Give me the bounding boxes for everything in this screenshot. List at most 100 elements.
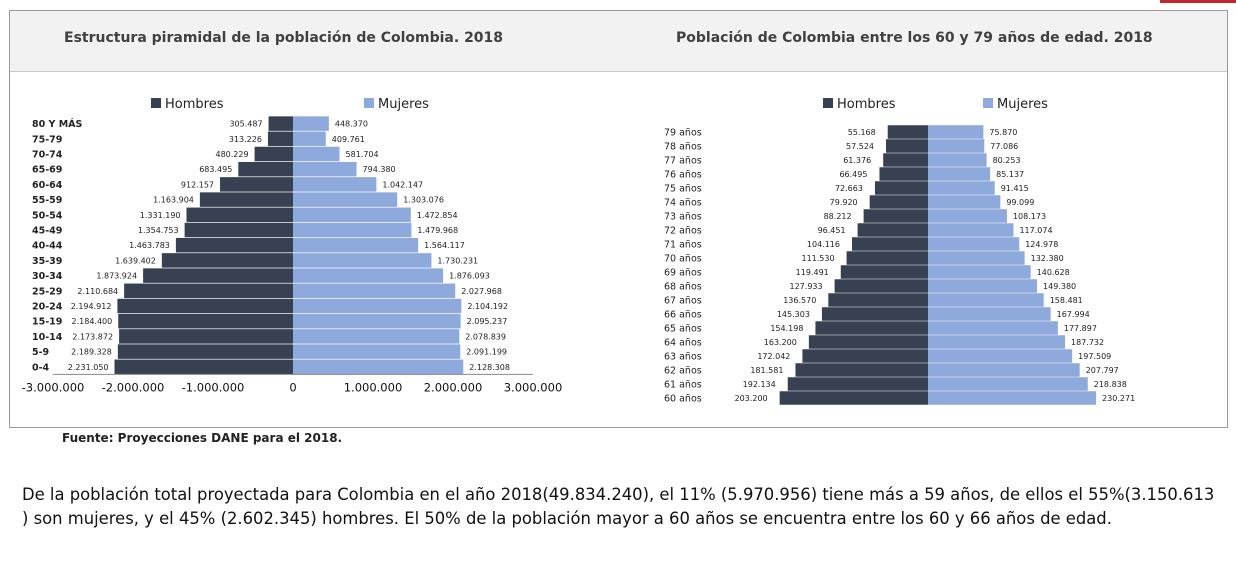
bar-hombres [802,349,928,363]
bar-mujeres [293,222,412,238]
data-label-mujeres: 117.074 [1019,226,1052,235]
data-label-hombres: 2.173.872 [72,332,113,341]
bar-hombres [883,153,928,167]
category-label: 77 años [664,156,702,167]
bar-mujeres [293,192,398,207]
x-tick-label: 3.000.000 [504,380,563,394]
data-label-mujeres: 167.994 [1057,310,1090,319]
bar-mujeres [928,279,1038,293]
bar-mujeres [928,377,1088,391]
data-label-mujeres: 207.797 [1086,366,1119,375]
bar-hombres [114,359,294,375]
data-label-mujeres: 124.978 [1025,240,1058,249]
data-label-hombres: 1.331.190 [140,211,181,220]
data-label-hombres: 1.163.904 [153,196,194,205]
bar-mujeres [928,349,1073,363]
category-label: 30-34 [32,271,63,282]
data-label-hombres: 66.495 [839,170,867,179]
bar-hombres [887,125,928,139]
data-label-hombres: 145.303 [777,310,810,319]
data-label-mujeres: 1.479.968 [417,226,458,235]
category-label: 65-69 [32,165,62,176]
bar-hombres [879,167,928,181]
data-label-mujeres: 2.027.968 [461,287,502,296]
x-tick-label: 2.000.000 [424,380,483,394]
legend-swatch-mujeres [983,98,993,108]
x-tick-label: 1.000.000 [344,380,403,394]
bar-mujeres [293,313,461,329]
data-label-hombres: 2.110.684 [77,287,118,296]
data-label-hombres: 111.530 [801,254,834,263]
data-label-hombres: 1.639.402 [115,256,156,265]
data-label-mujeres: 2.078.839 [465,332,506,341]
bar-mujeres [928,293,1044,307]
category-label: 35-39 [32,256,62,267]
category-label: 50-54 [32,210,63,221]
data-label-hombres: 127.933 [790,282,823,291]
bar-hombres [268,116,293,131]
data-label-mujeres: 2.128.308 [469,363,510,372]
category-label: 62 años [664,366,702,377]
data-label-hombres: 1.354.753 [138,226,179,235]
bar-mujeres [928,209,1007,223]
bar-mujeres [928,139,985,153]
bar-mujeres [928,265,1031,279]
bar-mujeres [293,116,329,131]
category-label: 69 años [664,268,702,279]
data-label-mujeres: 2.095.237 [467,317,508,326]
bar-hombres [220,177,293,192]
data-label-hombres: 119.491 [796,268,829,277]
legend-label-hombres: Hombres [837,97,896,112]
data-label-mujeres: 1.564.117 [424,241,465,250]
bar-hombres [175,237,293,253]
bar-hombres [186,207,293,223]
data-label-mujeres: 80.253 [993,156,1021,165]
category-label: 25-29 [32,286,62,297]
bar-hombres [834,279,928,293]
category-label: 75-79 [32,134,62,145]
bar-mujeres [293,207,411,223]
bar-hombres [869,195,928,209]
bar-hombres [118,313,293,329]
x-tick-label: -1.000.000 [182,380,245,394]
bar-mujeres [293,161,357,177]
legend-swatch-hombres [823,98,833,108]
category-label: 65 años [664,324,702,335]
bar-hombres [821,307,928,321]
data-label-hombres: 1.463.783 [129,241,170,250]
bar-hombres [779,391,928,405]
data-label-hombres: 203.200 [735,394,768,403]
brand-accent-bar [1160,0,1236,3]
category-label: 61 años [664,380,702,391]
data-label-mujeres: 149.380 [1043,282,1076,291]
bar-hombres [119,329,293,344]
bar-mujeres [293,177,377,192]
bar-hombres [886,139,928,153]
x-tick-label: -2.000.000 [102,380,165,394]
category-label: 15-19 [32,317,62,328]
bar-mujeres [293,146,340,162]
data-label-mujeres: 140.628 [1037,268,1070,277]
data-label-hombres: 313.226 [229,135,262,144]
category-label: 10-14 [32,332,63,343]
source-note: Fuente: Proyecciones DANE para el 2018. [62,431,343,445]
category-label: 40-44 [32,241,63,252]
data-label-hombres: 88.212 [824,212,852,221]
bar-hombres [184,222,293,238]
data-label-mujeres: 448.370 [335,120,368,129]
category-label: 80 Y MÁS [32,118,83,130]
x-tick-label: -3.000.000 [22,380,85,394]
bar-mujeres [293,268,444,283]
data-label-hombres: 79.920 [830,198,858,207]
category-label: 5-9 [32,347,49,358]
data-label-mujeres: 1.730.231 [437,256,478,265]
category-label: 76 años [664,170,702,181]
data-label-mujeres: 794.380 [363,165,396,174]
bar-mujeres [928,237,1020,251]
category-label: 20-24 [32,302,63,313]
bar-hombres [795,363,928,377]
data-label-mujeres: 1.042.147 [382,180,423,189]
bar-hombres [863,209,928,223]
x-tick-label: 0 [289,380,296,394]
